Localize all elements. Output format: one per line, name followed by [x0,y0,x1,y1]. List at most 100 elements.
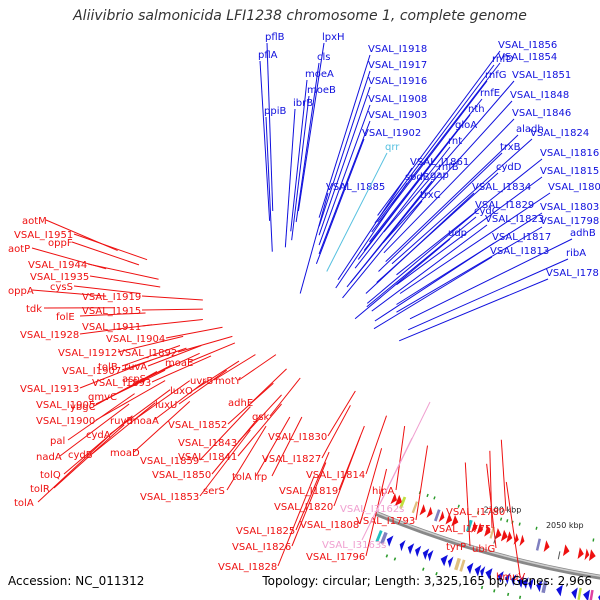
forward-gene-label: VSAL_I1856 [498,40,557,51]
forward-gene-label: moeA [305,69,334,80]
gc-dot [535,526,538,530]
reverse-gene-label: VSAL_I1850 [152,470,211,481]
reverse-gene-label: adhE [228,398,253,409]
reverse-gene-label: tdk [26,304,42,315]
reverse-gene-label: VSAL_I1796 [306,552,365,563]
reverse-label-leader [53,424,125,489]
reverse-gene-label: VSAL_I1935 [30,272,89,283]
forward-gene-label: rnfE [480,88,500,99]
forward-gene-label: VSAL_I1803 [540,202,599,213]
reverse-gene-label: VSAL_I1841 [178,452,237,463]
forward-label-leader [315,138,365,264]
reverse-label-leader [141,319,203,327]
reverse-gene-label: moaA [130,416,159,427]
reverse-gene-label: aspS [122,374,146,385]
forward-gene-mark [511,574,517,586]
reverse-gene-label: VSAL_I1843 [178,438,237,449]
reverse-label-leader [226,425,267,491]
reverse-gene-label: VSAL_I1826 [232,542,291,553]
reverse-gene-label: tyrP [446,542,466,553]
reverse-label-leader [79,359,153,389]
reverse-label-leader [141,295,203,301]
reverse-gene-mark [484,525,491,537]
reverse-label-leader [31,289,107,297]
reverse-gene-label: VSAL_I1775 [432,524,491,535]
reverse-label-leader [213,354,256,381]
forward-gene-mark [497,571,504,583]
forward-gene-label: VSAL_I1916 [368,76,427,87]
reverse-label-leader [395,426,406,491]
gc-dot [426,493,429,498]
reverse-label-leader [486,463,497,549]
forward-gene-label: pflB [265,32,285,43]
chromosome-backbone [374,510,600,580]
reverse-label-leader [500,439,507,512]
gc-dot [476,510,480,515]
reverse-label-leader [464,462,471,547]
forward-gene-mark [447,556,454,568]
reverse-gene-label: VSAL_I1853 [140,492,199,503]
reverse-gene-mark [445,513,453,525]
forward-gene-mark [485,568,493,580]
forward-label-leader [266,42,274,212]
reverse-label-leader [147,345,202,367]
forward-label-leader [337,167,413,281]
reverse-gene-label: VSAL_I1904 [106,334,165,345]
forward-label-leader [357,130,458,260]
reverse-gene-label: VSAL_I1852 [168,420,227,431]
reverse-label-leader [73,285,141,294]
forward-label-leader [318,104,371,246]
reverse-label-leader [151,355,212,383]
gc-dot [422,567,425,571]
forward-gene-mark [556,584,563,597]
forward-label-leader [366,210,478,304]
pseudo-gene-label: VSAL_I3162s [340,504,404,515]
reverse-gene-label: aotM [22,216,47,227]
reverse-label-leader [95,380,166,421]
reverse-label-leader [71,241,140,266]
forward-gene-label: VSAL_I1918 [368,44,427,55]
forward-gene-label: aladh [516,124,544,135]
forward-label-leader [326,152,388,272]
reverse-label-leader [133,380,191,421]
feature-block [411,501,419,514]
reverse-label-leader [177,335,233,353]
reverse-gene-label: tolA [14,498,34,509]
tick-label: 2100 kbp [484,506,522,515]
forward-label-leader [318,70,371,227]
gc-dot [457,504,460,508]
reverse-gene-label: moaE [165,358,193,369]
reverse-gene-label: VSAL_I1828 [218,562,277,573]
forward-gene-mark [517,576,525,588]
forward-gene-mark [427,549,434,562]
reverse-label-leader [91,402,156,455]
reverse-label-leader [365,415,387,475]
reverse-gene-mark [471,521,478,533]
reverse-gene-label: VSAL_I1892 [118,348,177,359]
forward-gene-mark [466,562,474,575]
reverse-gene-mark [584,548,590,561]
forward-gene-label: moeB [307,85,336,96]
reverse-gene-label: ruvB [110,416,133,427]
forward-gene-mark [474,564,482,577]
reverse-gene-label: cysS [50,282,73,293]
reverse-label-leader [87,263,159,280]
reverse-gene-label: ubiG [472,544,495,555]
reverse-label-leader [117,335,184,353]
feature-block [459,559,466,572]
forward-label-leader [365,192,475,294]
accession-text: Accession: NC_011312 [8,574,145,588]
forward-gene-mark [407,543,415,555]
reverse-gene-label: VSAL_I1819 [279,486,338,497]
forward-label-leader [383,80,515,233]
forward-gene-label: VSAL_I1851 [512,70,571,81]
reverse-gene-label: oppA [8,286,34,297]
reverse-gene-label: folE [56,312,75,323]
forward-gene-label: rnfD [492,54,514,65]
reverse-label-leader [188,342,236,363]
forward-gene-label: gloA [455,120,477,131]
reverse-label-leader [227,382,274,425]
gc-dot [433,496,436,500]
reverse-label-leader [333,436,361,507]
